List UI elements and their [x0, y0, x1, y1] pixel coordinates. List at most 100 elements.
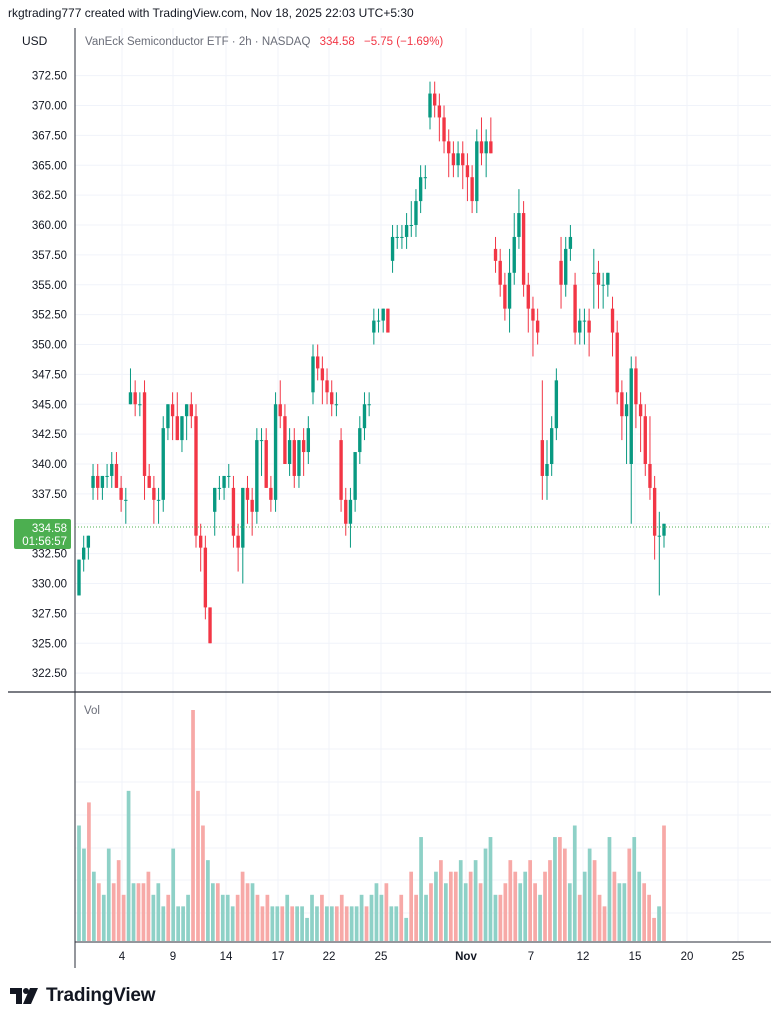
candle	[330, 380, 334, 417]
time-tick-label: 4	[119, 951, 126, 963]
volume-bar	[642, 883, 647, 941]
volume-bar	[136, 883, 141, 941]
candle-body	[147, 475, 151, 488]
candle	[624, 392, 629, 464]
volume-bars	[77, 710, 666, 941]
time-tick-label: 25	[732, 951, 745, 963]
candle	[479, 117, 484, 166]
candle	[643, 404, 647, 476]
tradingview-logo[interactable]: TradingView	[10, 985, 156, 1007]
candle	[559, 236, 563, 309]
volume-bar	[409, 871, 414, 941]
candle-body	[540, 440, 545, 476]
volume-bar	[116, 860, 121, 941]
volume-bar	[270, 906, 275, 941]
price-tick-label: 360.00	[32, 220, 67, 232]
volume-bar	[468, 871, 473, 941]
price-tick-label: 322.50	[32, 668, 67, 680]
candle-body	[175, 416, 179, 441]
candle-body	[96, 475, 100, 488]
volume-bar	[181, 906, 185, 941]
time-axis[interactable]: 4 9 14 17 22 25 Nov 7 12 15 20 25	[119, 951, 745, 963]
volume-bar	[523, 871, 528, 941]
volume-bar	[87, 802, 91, 941]
volume-bar	[478, 883, 483, 941]
candle	[414, 189, 418, 237]
symbol-info: VanEck Semiconductor ETF · 2h · NASDAQ	[85, 36, 310, 48]
price-axis[interactable]: 372.50 370.00 367.50 365.00 362.50 360.00 357.…	[32, 71, 67, 681]
candle-body	[264, 440, 268, 488]
price-tick-label: 370.00	[32, 101, 67, 113]
volume-bar	[161, 906, 166, 941]
volume-bar	[453, 871, 458, 941]
candle	[606, 272, 610, 297]
symbol-legend[interactable]: VanEck Semiconductor ETF · 2h · NASDAQ 3…	[85, 36, 443, 48]
time-tick-label: 20	[681, 951, 694, 963]
volume-bar	[77, 825, 81, 941]
candle-body	[362, 404, 367, 429]
candle	[334, 392, 339, 417]
candle	[549, 416, 554, 476]
candle-body	[606, 272, 610, 285]
candle-body	[189, 404, 194, 417]
candle	[315, 344, 320, 381]
volume-bar	[220, 894, 225, 941]
candle-body	[86, 535, 91, 548]
candle	[493, 236, 498, 273]
volume-bar	[131, 883, 136, 941]
candle	[255, 428, 259, 524]
candle	[105, 464, 109, 488]
candle-body	[517, 213, 521, 237]
volume-bar	[329, 906, 334, 941]
volume-bar	[374, 883, 379, 941]
candle-body	[395, 236, 399, 238]
candle-body	[526, 284, 530, 309]
volume-bar	[364, 906, 369, 941]
candle	[390, 225, 395, 273]
volume-bar	[191, 710, 195, 941]
candle	[297, 440, 301, 488]
candle	[161, 416, 165, 512]
price-tick-label: 355.00	[32, 280, 67, 292]
candle	[133, 380, 137, 417]
volume-bar	[235, 894, 240, 941]
candle	[348, 487, 353, 548]
candle	[592, 248, 596, 309]
volume-bar	[111, 883, 116, 941]
candle-body	[629, 368, 633, 464]
candle	[447, 129, 451, 178]
candle-body	[255, 440, 259, 512]
candle	[166, 404, 170, 441]
candle	[81, 535, 86, 572]
candle-body	[231, 487, 236, 536]
candle-body	[269, 487, 273, 500]
volume-bar	[389, 906, 394, 941]
candle-body	[479, 141, 484, 154]
candle-body	[156, 499, 161, 501]
tradingview-logo-icon	[10, 988, 38, 1004]
volume-bar	[518, 883, 523, 941]
candle-body	[578, 320, 582, 333]
candle	[114, 452, 119, 488]
candle-body	[315, 356, 320, 369]
candle-body	[643, 416, 647, 464]
volume-bar	[607, 837, 612, 941]
candle	[344, 487, 348, 536]
candle-body	[447, 141, 451, 154]
time-tick-label: 22	[323, 951, 336, 963]
volume-bar	[439, 860, 443, 941]
volume-bar	[627, 848, 632, 941]
candle-body	[456, 153, 460, 166]
candle-body	[344, 499, 348, 524]
volume-bar	[250, 883, 255, 941]
volume-bar	[592, 860, 597, 941]
candle-body	[404, 225, 409, 237]
time-tick-label: 12	[577, 951, 590, 963]
candle	[498, 248, 502, 297]
time-tick-label: 15	[629, 951, 642, 963]
candle	[147, 464, 151, 488]
volume-bar	[414, 894, 418, 941]
candle	[203, 535, 208, 620]
volume-bar	[215, 883, 220, 941]
